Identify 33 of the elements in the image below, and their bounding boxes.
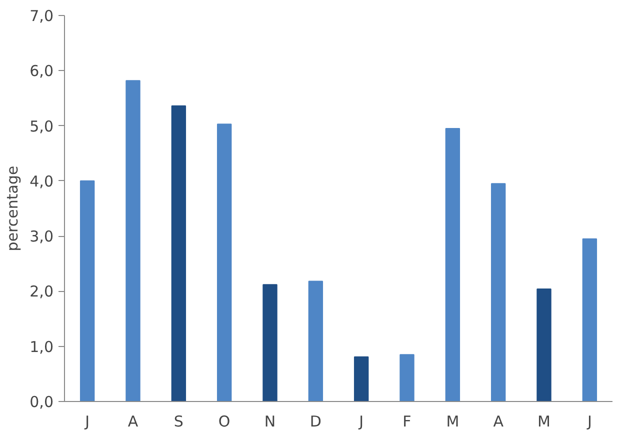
y-tick-label: 1,0	[30, 338, 54, 356]
x-tick-label: O	[218, 412, 230, 430]
y-axis-title: percentage	[4, 166, 22, 252]
bar	[308, 280, 324, 402]
y-tick-label: 2,0	[30, 282, 54, 301]
bar	[400, 354, 414, 402]
x-tick-label: J	[586, 412, 592, 430]
y-tick-label: 6,0	[30, 62, 54, 80]
bar	[536, 288, 552, 402]
x-tick-label: J	[358, 412, 364, 430]
bar	[445, 128, 460, 402]
x-tick-label: J	[84, 412, 90, 430]
bar	[171, 105, 186, 402]
x-tick-label: D	[310, 412, 322, 430]
y-tick-label: 3,0	[30, 228, 54, 246]
y-tick-label: 0,0	[30, 393, 54, 411]
x-tick-label: A	[128, 412, 139, 430]
bar	[262, 284, 278, 402]
bar	[80, 180, 95, 402]
x-tick-label: M	[446, 412, 460, 430]
bar	[354, 356, 369, 402]
bar	[582, 238, 598, 402]
x-tick-label: M	[538, 412, 550, 430]
x-tick-label: A	[493, 412, 504, 430]
x-tick-label: F	[402, 412, 412, 430]
x-tick-label: N	[264, 412, 276, 430]
y-tick-label: 4,0	[30, 172, 54, 190]
bar	[490, 183, 506, 402]
y-tick-label: 5,0	[30, 117, 54, 136]
bar	[216, 124, 232, 402]
x-tick-label: S	[174, 412, 184, 430]
y-tick-label: 7,0	[30, 7, 54, 25]
bar	[126, 80, 140, 402]
